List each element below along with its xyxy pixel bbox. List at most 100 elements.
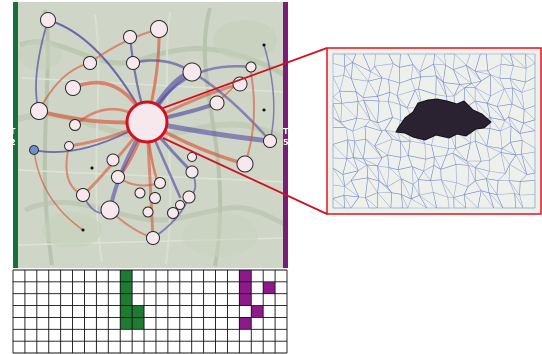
mesh-edge — [419, 192, 434, 196]
grid-cell-filled[interactable] — [120, 317, 133, 330]
selected-region-blob[interactable] — [395, 98, 492, 141]
grid-cell-filled[interactable] — [132, 305, 145, 318]
mesh-edge — [442, 82, 447, 97]
node[interactable] — [236, 155, 254, 173]
grid-cell-filled[interactable] — [239, 317, 252, 330]
grid-cell-filled[interactable] — [239, 293, 252, 306]
mesh-edge — [423, 159, 427, 172]
mesh-edge — [418, 76, 421, 90]
node[interactable] — [83, 56, 97, 70]
mesh-edge — [486, 145, 503, 149]
node[interactable] — [69, 119, 81, 131]
mesh-edge — [370, 66, 375, 72]
node[interactable] — [123, 30, 137, 44]
focus-node[interactable] — [125, 100, 169, 144]
grid-cell-filled[interactable] — [263, 281, 276, 294]
node[interactable] — [134, 187, 146, 199]
grid-cell-filled[interactable] — [239, 281, 252, 294]
mesh-edge — [387, 101, 393, 118]
node[interactable] — [30, 102, 48, 120]
mesh-edge — [351, 78, 357, 92]
mesh-edge — [374, 145, 388, 156]
grid-cell-filled[interactable] — [120, 281, 133, 294]
mesh-edge — [508, 103, 513, 117]
mesh-edge — [367, 71, 371, 82]
mesh-edge — [456, 164, 469, 166]
node[interactable] — [149, 192, 161, 204]
mesh-edge — [433, 192, 448, 198]
grid-cell-filled[interactable] — [120, 305, 133, 318]
node[interactable] — [40, 12, 56, 28]
mesh-edge — [474, 100, 491, 118]
node[interactable] — [182, 62, 202, 82]
mesh-edge — [500, 120, 506, 132]
node[interactable] — [167, 207, 179, 219]
mesh-edge — [332, 103, 342, 123]
node[interactable] — [146, 231, 160, 245]
mesh-edge — [487, 63, 502, 72]
mesh-edge — [434, 53, 446, 66]
mesh-edge — [453, 53, 455, 70]
mesh-edge — [463, 194, 479, 209]
grid-cell-filled[interactable] — [239, 270, 252, 282]
node[interactable] — [64, 141, 74, 151]
node[interactable] — [263, 134, 277, 148]
node[interactable] — [76, 188, 90, 202]
node[interactable] — [65, 80, 81, 96]
mesh-edge — [377, 101, 380, 123]
mesh-edge — [365, 197, 378, 209]
mesh-edge — [477, 190, 482, 209]
mesh-edge — [431, 144, 449, 149]
mesh-edge — [352, 131, 355, 142]
mesh-edge — [423, 165, 435, 172]
node[interactable] — [154, 177, 166, 189]
grid-cell-filled[interactable] — [120, 270, 133, 282]
mesh-edge — [377, 157, 383, 167]
mesh-edge — [509, 78, 526, 83]
node[interactable] — [245, 61, 257, 73]
node[interactable] — [106, 153, 120, 167]
node[interactable] — [187, 152, 197, 162]
mesh-edge — [489, 152, 501, 161]
mesh-edge — [387, 178, 402, 188]
highlighted-node[interactable] — [29, 145, 39, 155]
node[interactable] — [182, 190, 196, 204]
grid-cell-filled[interactable] — [251, 305, 264, 318]
grid-cell-filled[interactable] — [120, 293, 133, 306]
mesh-edge — [418, 170, 424, 180]
node[interactable] — [150, 20, 168, 38]
node[interactable] — [126, 56, 140, 70]
mesh-edge — [374, 138, 393, 147]
node-dot — [262, 43, 266, 47]
mesh-edge — [509, 65, 514, 79]
mesh-edge — [381, 129, 386, 132]
mesh-edge — [397, 132, 401, 142]
mesh-edge — [411, 166, 419, 180]
mesh-edge — [400, 178, 412, 200]
mesh-edge — [332, 157, 347, 160]
node[interactable] — [142, 206, 154, 218]
mesh-edge — [377, 122, 383, 132]
node[interactable] — [100, 200, 120, 220]
mesh-edge — [353, 157, 368, 166]
mesh-edge — [433, 63, 444, 83]
mesh-edge — [332, 167, 344, 175]
node[interactable] — [209, 95, 225, 111]
mesh-edge — [442, 65, 446, 83]
grid-cell-filled[interactable] — [132, 317, 145, 330]
mesh-edge — [388, 167, 399, 171]
mesh-edge — [342, 174, 346, 187]
mesh-edge — [435, 75, 444, 83]
mesh-edge — [355, 91, 359, 102]
node[interactable] — [111, 170, 125, 184]
mesh-edge — [496, 106, 506, 121]
mesh-edge — [332, 184, 345, 187]
node[interactable] — [175, 200, 185, 210]
mesh-edge — [433, 53, 436, 65]
mesh-edge — [397, 166, 413, 171]
node[interactable] — [185, 165, 199, 179]
mesh-edge — [377, 117, 393, 124]
mesh-edge — [523, 109, 536, 120]
callout-connectors — [162, 47, 328, 215]
mesh-edge — [475, 167, 487, 179]
